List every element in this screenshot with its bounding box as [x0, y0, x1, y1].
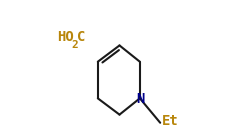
Text: N: N	[136, 92, 145, 105]
Text: Et: Et	[162, 114, 178, 128]
Text: C: C	[77, 30, 85, 44]
Text: 2: 2	[71, 40, 78, 50]
Text: HO: HO	[57, 30, 74, 44]
